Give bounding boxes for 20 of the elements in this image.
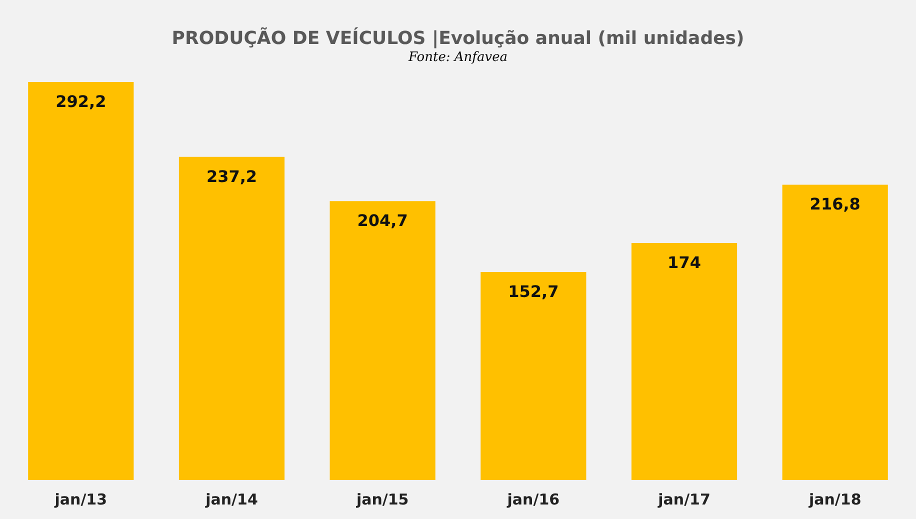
bar — [178, 156, 285, 480]
bar — [631, 243, 738, 480]
data-label: 292,2 — [56, 92, 106, 111]
bar — [28, 82, 134, 480]
source-note: Fonte: Anfavea — [407, 50, 508, 65]
x-tick-label: jan/15 — [355, 490, 409, 508]
x-tick-label: jan/14 — [204, 490, 258, 508]
bar — [782, 184, 888, 480]
bar — [330, 201, 436, 480]
x-tick-label: jan/16 — [506, 490, 560, 508]
x-tick-label: jan/17 — [657, 490, 710, 508]
chart-title: PRODUÇÃO DE VEÍCULOS |Evolução anual (mil unidades) — [172, 27, 744, 49]
data-label: 216,8 — [810, 194, 860, 214]
data-label: 152,7 — [508, 282, 559, 302]
bar — [480, 272, 586, 480]
data-label: 204,7 — [357, 211, 408, 230]
x-tick-label: jan/13 — [54, 490, 108, 508]
data-label: 174 — [668, 253, 701, 272]
data-label: 237,2 — [206, 166, 258, 186]
x-tick-label: jan/18 — [808, 490, 862, 508]
